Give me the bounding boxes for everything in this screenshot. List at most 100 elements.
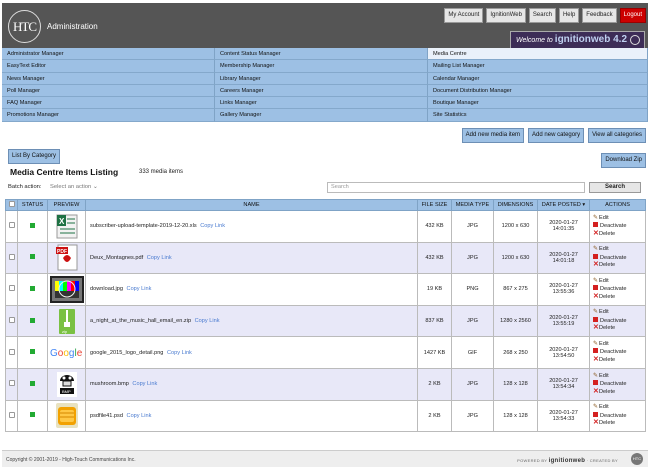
status-cell[interactable] (17, 210, 48, 243)
status-cell[interactable] (17, 241, 48, 275)
ignitionweb-button[interactable]: IgnitionWeb (486, 8, 526, 23)
status-active-indicator[interactable] (30, 349, 35, 355)
search-input[interactable]: Search (327, 182, 585, 193)
copy-link[interactable]: Copy Link (194, 318, 220, 325)
delete-action[interactable]: ✕Delete (593, 388, 645, 397)
download-zip-button[interactable]: Download Zip (601, 153, 646, 168)
edit-action[interactable]: ✎Edit (593, 246, 645, 254)
google-logo[interactable]: Google (50, 339, 84, 366)
view-all-categories-button[interactable]: View all categories (588, 128, 646, 143)
row-checkbox-cell[interactable] (5, 367, 18, 401)
menu-content-status-manager[interactable]: Content Status Manager (215, 48, 428, 61)
deactivate-action[interactable]: Deactivate (593, 285, 645, 294)
menu-boutique-manager[interactable]: Boutique Manager (428, 97, 648, 110)
row-checkbox[interactable] (8, 380, 15, 387)
status-active-indicator[interactable] (30, 317, 35, 323)
bmp-icon[interactable]: BMP (50, 371, 84, 398)
copy-link[interactable]: Copy Link (126, 286, 152, 293)
search-nav-button[interactable]: Search (528, 8, 556, 23)
select-all-checkbox[interactable] (8, 201, 15, 207)
menu-administrator-manager[interactable]: Administrator Manager (2, 48, 215, 61)
logout-button[interactable]: Logout (619, 8, 646, 23)
row-checkbox-cell[interactable] (5, 336, 18, 369)
date-posted-header[interactable]: DATE POSTED ▾ (537, 199, 590, 211)
copy-link[interactable]: Copy Link (200, 223, 226, 230)
status-cell[interactable] (17, 399, 48, 433)
help-button[interactable]: Help (558, 8, 580, 23)
copy-link[interactable]: Copy Link (146, 254, 172, 261)
deactivate-action[interactable]: Deactivate (593, 348, 645, 357)
menu-gallery-manager[interactable]: Gallery Manager (215, 109, 428, 122)
status-active-indicator[interactable] (30, 412, 35, 418)
preview-cell[interactable]: X (47, 210, 86, 243)
edit-action[interactable]: ✎Edit (593, 215, 645, 223)
deactivate-action[interactable]: Deactivate (593, 316, 645, 326)
search-button[interactable]: Search (589, 182, 641, 193)
preview-cell[interactable]: zip (47, 304, 86, 338)
delete-action[interactable]: ✕Delete (593, 230, 645, 239)
list-by-category-button[interactable]: List By Category (8, 149, 61, 164)
edit-action[interactable]: ✎Edit (593, 404, 645, 412)
menu-media-centre[interactable]: Media Centre (428, 48, 648, 61)
test-pattern-image[interactable] (49, 275, 84, 303)
preview-cell[interactable]: PDF (47, 241, 86, 275)
delete-action[interactable]: ✕Delete (593, 324, 645, 333)
file-name[interactable]: subscriber-upload-template-2019-12-20.xl… (90, 223, 197, 230)
menu-poll-manager[interactable]: Poll Manager (2, 84, 215, 98)
row-checkbox-cell[interactable] (5, 210, 18, 243)
file-name[interactable]: Deux_Montagnes.pdf (90, 254, 144, 261)
add-category-button[interactable]: Add new category (528, 128, 585, 143)
row-checkbox[interactable] (8, 222, 15, 229)
copy-link[interactable]: Copy Link (132, 381, 158, 388)
menu-news-manager[interactable]: News Manager (2, 72, 215, 85)
file-name[interactable]: psdfile41.psd (90, 412, 123, 419)
row-checkbox-cell[interactable] (5, 241, 18, 275)
deactivate-action[interactable]: Deactivate (593, 411, 645, 421)
zip-icon[interactable]: zip (50, 308, 84, 335)
row-checkbox-cell[interactable] (5, 304, 18, 338)
menu-membership-manager[interactable]: Membership Manager (215, 60, 428, 73)
deactivate-action[interactable]: Deactivate (593, 253, 645, 263)
status-cell[interactable] (17, 336, 48, 369)
file-name[interactable]: mushroom.bmp (90, 381, 129, 388)
edit-action[interactable]: ✎Edit (593, 373, 645, 381)
status-active-indicator[interactable] (30, 254, 35, 260)
status-cell[interactable] (17, 273, 48, 306)
edit-action[interactable]: ✎Edit (593, 278, 645, 286)
edit-action[interactable]: ✎Edit (593, 341, 645, 349)
menu-easytext-editor[interactable]: EasyText Editor (2, 60, 215, 73)
menu-faq-manager[interactable]: FAQ Manager (2, 97, 215, 110)
status-cell[interactable] (17, 367, 48, 401)
delete-action[interactable]: ✕Delete (593, 419, 645, 428)
feedback-button[interactable]: Feedback (582, 8, 617, 23)
name-header[interactable]: NAME (85, 199, 418, 211)
menu-calendar-manager[interactable]: Calendar Manager (428, 72, 648, 85)
copy-link[interactable]: Copy Link (126, 412, 152, 419)
media-type-header[interactable]: MEDIA TYPE (451, 199, 494, 211)
delete-action[interactable]: ✕Delete (593, 356, 645, 365)
status-active-indicator[interactable] (30, 285, 35, 291)
dimensions-header[interactable]: DIMENSIONS (493, 199, 538, 211)
menu-document-distribution-manager[interactable]: Document Distribution Manager (428, 84, 648, 98)
menu-promotions-manager[interactable]: Promotions Manager (2, 109, 215, 122)
my-account-button[interactable]: My Account (444, 8, 484, 23)
row-checkbox[interactable] (8, 285, 15, 292)
row-checkbox[interactable] (8, 348, 15, 355)
copy-link[interactable]: Copy Link (166, 349, 192, 356)
preview-cell[interactable]: Google (47, 336, 86, 369)
menu-careers-manager[interactable]: Careers Manager (215, 84, 428, 98)
menu-mailing-list-manager[interactable]: Mailing List Manager (428, 60, 648, 73)
row-checkbox[interactable] (8, 411, 15, 418)
file-name[interactable]: google_2015_logo_detail.png (90, 349, 164, 356)
row-checkbox-cell[interactable] (5, 399, 18, 433)
preview-cell[interactable]: BMP (47, 367, 86, 401)
deactivate-action[interactable]: Deactivate (593, 222, 645, 231)
batch-action-select[interactable]: Select an action ⌄ (50, 184, 98, 190)
file-name[interactable]: a_night_at_the_music_hall_email_en.zip (90, 318, 192, 325)
row-checkbox-cell[interactable] (5, 273, 18, 306)
status-active-indicator[interactable] (30, 222, 35, 228)
file-size-header[interactable]: FILE SIZE (417, 199, 452, 211)
menu-library-manager[interactable]: Library Manager (215, 72, 428, 85)
file-name[interactable]: download.jpg (90, 286, 123, 293)
edit-action[interactable]: ✎Edit (593, 309, 645, 317)
